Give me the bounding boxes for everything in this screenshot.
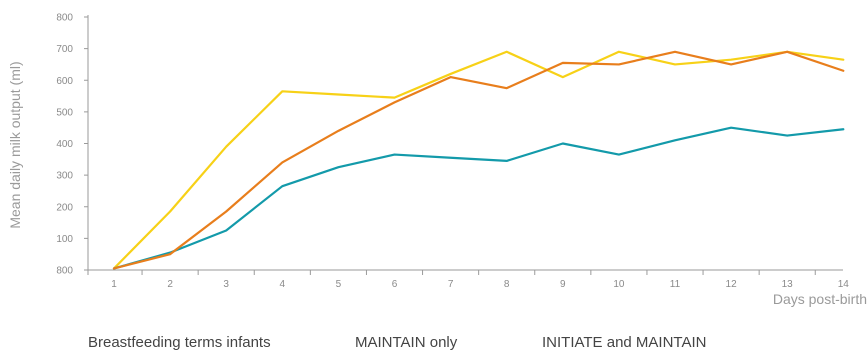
- x-tick-label: 9: [560, 279, 566, 290]
- y-tick-label: 100: [56, 234, 73, 245]
- y-tick-label: 700: [56, 44, 73, 55]
- x-tick-label: 10: [613, 279, 625, 290]
- y-tick-label: 800: [56, 13, 73, 24]
- x-axis: 1 2 3 4 5 6 7 8 9 10 11 12 13 14: [87, 269, 850, 290]
- y-tick-label: 400: [56, 139, 73, 150]
- series-line-1: [112, 126, 845, 270]
- x-tick-label: 3: [223, 279, 229, 290]
- y-axis: 800 100 200 300 400 500 600 700 800: [56, 13, 89, 277]
- y-tick-label: 800: [56, 266, 73, 277]
- x-tick-label: 12: [726, 279, 738, 290]
- series-layer: [112, 50, 845, 270]
- x-tick-label: 14: [838, 279, 850, 290]
- x-tick-label: 2: [167, 279, 173, 290]
- x-tick-label: 5: [336, 279, 342, 290]
- legend-item-breastfeeding: Breastfeeding terms infants: [88, 334, 271, 351]
- y-tick-label: 500: [56, 107, 73, 118]
- x-tick-label: 6: [392, 279, 398, 290]
- y-axis-label: Mean daily milk output (ml): [7, 61, 23, 228]
- y-tick-label: 300: [56, 171, 73, 182]
- x-tick-label: 1: [111, 279, 117, 290]
- x-axis-label: Days post-birth: [773, 291, 867, 307]
- x-tick-label: 7: [448, 279, 454, 290]
- y-tick-label: 600: [56, 76, 73, 87]
- legend-item-initiate-maintain: INITIATE and MAINTAIN: [542, 334, 707, 351]
- y-tick-label: 200: [56, 202, 73, 213]
- legend-item-maintain-only: MAINTAIN only: [355, 334, 458, 351]
- x-tick-label: 8: [504, 279, 510, 290]
- series-line-2: [112, 50, 845, 270]
- x-tick-label: 11: [670, 279, 681, 290]
- x-tick-label: 13: [782, 279, 794, 290]
- x-tick-label: 4: [280, 279, 286, 290]
- series-line-0: [112, 50, 845, 270]
